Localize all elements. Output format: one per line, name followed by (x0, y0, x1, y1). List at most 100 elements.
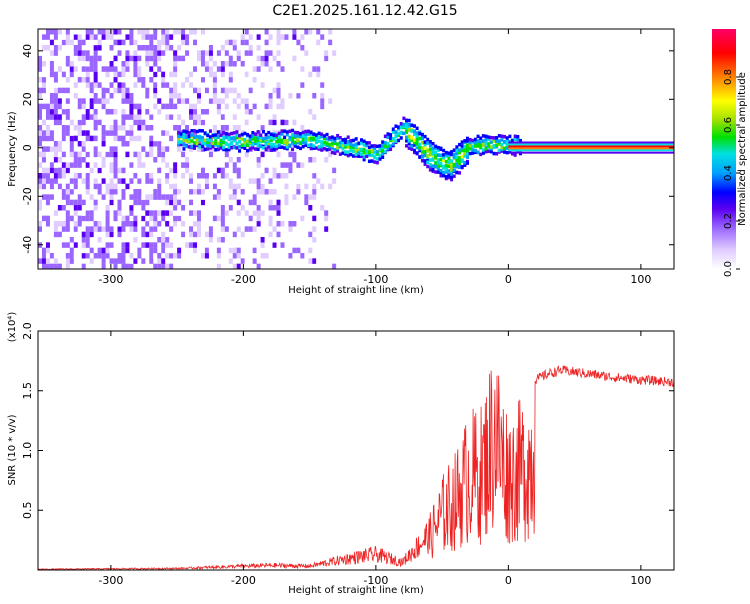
heatmap-cell (332, 50, 337, 56)
heatmap-cell (77, 103, 82, 110)
heatmap-cell (267, 130, 271, 135)
heatmap-cell (125, 130, 130, 136)
heatmap-cell (299, 141, 303, 146)
heatmap-cell (216, 39, 221, 46)
heatmap-cell (65, 61, 70, 67)
heatmap-cell (137, 162, 142, 168)
heatmap-cell (65, 210, 70, 216)
heatmap-cell (149, 253, 154, 259)
heatmap-cell (236, 125, 241, 131)
heatmap-cell (65, 258, 70, 264)
heatmap-cell (121, 221, 126, 227)
heatmap-cell (346, 135, 350, 139)
heatmap-cell (93, 151, 98, 158)
heatmap-cell (41, 183, 46, 190)
heatmap-cell (145, 173, 150, 179)
heatmap-cell (256, 125, 261, 131)
heatmap-cell (230, 141, 234, 145)
heatmap-cell (169, 263, 174, 269)
heatmap-cell (503, 140, 507, 144)
heatmap-cell (57, 221, 62, 227)
heatmap-cell (304, 77, 309, 83)
heatmap-cell (117, 87, 122, 94)
heatmap-cell (61, 109, 66, 115)
heatmap-cell (232, 125, 237, 131)
heatmap-cell (169, 242, 174, 248)
heatmap-cell (362, 143, 366, 147)
heatmap-cell (161, 103, 166, 110)
heatmap-cell (49, 178, 54, 184)
heatmap-cell (169, 183, 174, 190)
heatmap-cell (200, 71, 205, 78)
heatmap-cell (484, 134, 488, 139)
heatmap-cell (177, 136, 181, 141)
heatmap-cell (105, 183, 110, 190)
heatmap-cell (77, 221, 82, 227)
heatmap-cell (235, 146, 239, 150)
heatmap-cell (181, 173, 186, 179)
heatmap-cell (169, 226, 174, 232)
heatmap-cell (49, 253, 54, 259)
heatmap-cell (333, 139, 337, 143)
heatmap-cell (227, 143, 231, 147)
heatmap-cell (65, 125, 70, 131)
heatmap-cell (203, 142, 207, 146)
heatmap-cell (359, 147, 363, 152)
heatmap-cell (125, 34, 130, 40)
heatmap-cell (137, 253, 142, 259)
heatmap-cell (436, 145, 440, 150)
heatmap-cell (185, 138, 189, 142)
heatmap-cell (224, 189, 229, 195)
heatmap-cell (61, 130, 66, 136)
heatmap-cell (402, 124, 406, 129)
heatmap-cell (161, 82, 166, 88)
heatmap-cell (386, 143, 390, 148)
heatmap-cell (73, 45, 78, 51)
heatmap-cell (293, 140, 297, 145)
heatmap-cell (309, 138, 313, 143)
heatmap-cell (240, 98, 245, 104)
heatmap-cell (121, 157, 126, 163)
heatmap-cell (177, 55, 182, 62)
heatmap-cell (182, 138, 186, 142)
heatmap-cell (145, 55, 150, 62)
heatmap-cell (235, 133, 239, 137)
heatmap-cell (141, 146, 146, 152)
heatmap-cell (193, 119, 198, 126)
heatmap-cell (375, 144, 379, 149)
heatmap-cell (314, 136, 318, 140)
heatmap-cell (497, 134, 501, 138)
heatmap-cell (85, 178, 90, 184)
heatmap-cell (185, 157, 190, 163)
heatmap-cell (181, 34, 186, 40)
heatmap-cell (141, 221, 146, 227)
heatmap-cell (391, 127, 395, 131)
heatmap-cell (375, 157, 379, 161)
heatmap-cell (280, 132, 284, 136)
heatmap-cell (73, 82, 78, 88)
heatmap-cell (137, 45, 142, 51)
heatmap-cell (330, 137, 334, 142)
heatmap-cell (428, 150, 432, 154)
heatmap-cell (328, 147, 332, 151)
heatmap-cell (189, 82, 194, 88)
heatmap-cell (157, 109, 162, 115)
heatmap-cell (367, 141, 371, 145)
heatmap-cell (157, 135, 162, 142)
heatmap-cell (476, 134, 480, 139)
heatmap-cell (197, 226, 201, 232)
heatmap-cell (244, 77, 249, 83)
heatmap-cell (208, 237, 213, 243)
heatmap-cell (412, 138, 416, 142)
heatmap-cell (81, 50, 86, 56)
heatmap-cell (312, 258, 317, 264)
heatmap-cell (200, 144, 204, 148)
heatmap-cell (495, 143, 499, 148)
heatmap-cell (269, 144, 273, 149)
heatmap-cell (285, 132, 289, 137)
heatmap-cell (442, 173, 446, 178)
heatmap-cell (280, 34, 285, 40)
heatmap-cell (121, 135, 126, 142)
heatmap-cell (492, 136, 496, 140)
heatmap-cell (320, 34, 325, 40)
